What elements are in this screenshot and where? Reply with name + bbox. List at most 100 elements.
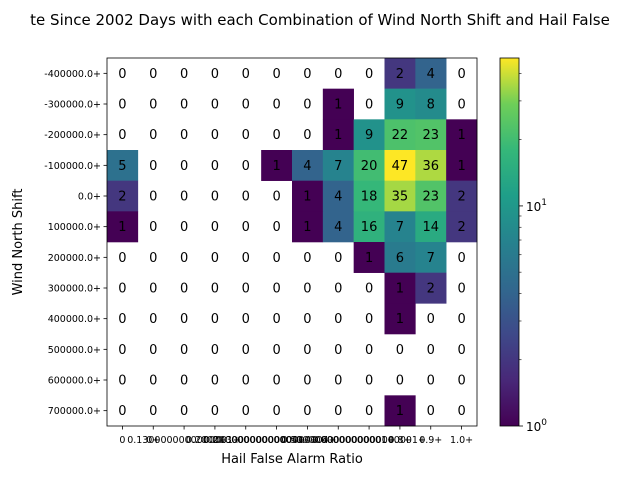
cell-value: 1 — [365, 251, 373, 266]
cell-value: 0 — [118, 251, 126, 266]
cell-value: 0 — [242, 404, 250, 419]
x-tick-label: 0.6000000000000001+ — [312, 435, 426, 446]
x-tick-label: 0.30000000000000004+ — [217, 435, 337, 446]
cell-value: 8 — [427, 98, 435, 113]
cell-value: 1 — [457, 159, 465, 174]
cell-value: 0 — [457, 343, 465, 358]
cell-value: 0 — [242, 190, 250, 205]
cell-value: 0 — [149, 312, 157, 327]
cell-value: 0 — [272, 251, 280, 266]
cell-value: 0 — [180, 343, 188, 358]
heatmap-cell — [415, 180, 447, 212]
cell-value: 0 — [211, 404, 219, 419]
cell-value: 1 — [272, 159, 280, 174]
cell-value: 0 — [149, 343, 157, 358]
heatmap-cell — [446, 150, 478, 181]
cell-value: 1 — [396, 312, 404, 327]
heatmap-cell — [107, 150, 139, 181]
cell-value: 2 — [396, 67, 404, 82]
cell-value: 1 — [118, 220, 126, 235]
x-tick-label: 0.4+ — [296, 435, 319, 446]
cell-value: 7 — [396, 220, 404, 235]
cell-value: 0 — [365, 404, 373, 419]
cell-value: 23 — [422, 128, 439, 143]
cell-value: 0 — [272, 98, 280, 113]
cell-value: 1 — [396, 282, 404, 297]
cell-value: 0 — [180, 251, 188, 266]
cell-value: 0 — [457, 404, 465, 419]
x-axis-ticks: 0 0+0.1300000000000001+0.2+0.200000000000… — [119, 426, 473, 446]
cell-value-labels: 0 0 0 0 0 0 0 0 0 2 4 00 0 0 0 0 0 0 1 0 9 8 00 0 0 0 0 0 0 1 9 22 23 15 0… — [118, 67, 465, 419]
cell-value: 0 — [180, 404, 188, 419]
y-tick-label: 600000.0+ — [48, 376, 101, 387]
heatmap-cell — [322, 211, 354, 243]
cell-value: 0 — [457, 312, 465, 327]
cell-value: 0 — [457, 98, 465, 113]
cell-value: 0 — [272, 220, 280, 235]
cell-value: 0 — [272, 282, 280, 297]
x-tick-label: 0.2+ — [203, 435, 226, 446]
heatmap-cell — [384, 211, 416, 243]
cell-value: 0 — [303, 128, 311, 143]
cell-value: 0 — [180, 374, 188, 389]
cell-value: 0 — [211, 190, 219, 205]
heatmap-cell — [384, 242, 416, 273]
cell-value: 1 — [303, 190, 311, 205]
cell-value: 0 — [427, 404, 435, 419]
cell-value: 35 — [392, 190, 409, 205]
cell-value: 0 — [272, 312, 280, 327]
y-tick-label: 200000.0+ — [48, 253, 101, 264]
colorbar-tick-label: 100 — [526, 418, 547, 434]
cell-value: 0 — [149, 251, 157, 266]
cell-value: 0 — [242, 98, 250, 113]
cell-value: 9 — [365, 128, 373, 143]
heatmap-cell — [384, 58, 416, 89]
cell-value: 0 — [180, 98, 188, 113]
cell-value: 0 — [211, 220, 219, 235]
heatmap-cell — [292, 180, 324, 212]
cell-value: 18 — [361, 190, 378, 205]
heatmap-cell — [415, 242, 447, 273]
heatmap-cell — [261, 150, 293, 181]
cell-value: 16 — [361, 220, 378, 235]
heatmap-cell — [415, 150, 447, 181]
y-tick-label: -400000.0+ — [44, 69, 101, 80]
cell-value: 0 — [180, 220, 188, 235]
cell-value: 0 — [242, 159, 250, 174]
cell-value: 0 — [118, 98, 126, 113]
y-tick-label: 400000.0+ — [48, 314, 101, 325]
heatmap-cell — [415, 119, 447, 151]
heatmap-cell — [384, 150, 416, 181]
heatmap-cell — [353, 180, 385, 212]
cell-value: 0 — [334, 374, 342, 389]
cell-value: 0 — [303, 67, 311, 82]
cell-value: 0 — [118, 374, 126, 389]
cell-value: 0 — [272, 67, 280, 82]
cell-value: 9 — [396, 98, 404, 113]
y-tick-label: 0.0+ — [78, 192, 101, 203]
cell-value: 0 — [303, 98, 311, 113]
heatmap-cell — [322, 150, 354, 181]
cell-value: 0 — [396, 343, 404, 358]
cell-value: 0 — [211, 128, 219, 143]
cell-value: 36 — [422, 159, 439, 174]
cell-value: 0 — [149, 404, 157, 419]
cell-value: 4 — [334, 190, 342, 205]
cell-value: 0 — [272, 374, 280, 389]
heatmap-cell — [415, 58, 447, 89]
colorbar-gradient — [499, 57, 520, 427]
y-axis-ticks: -400000.0+ -300000.0+ -200000.0+ -100000.0+… — [44, 69, 107, 417]
cell-value: 0 — [427, 374, 435, 389]
cell-value: 0 — [242, 374, 250, 389]
cell-value: 7 — [334, 159, 342, 174]
cell-value: 0 — [457, 67, 465, 82]
heatmap-cell — [446, 180, 478, 212]
cell-value: 2 — [457, 190, 465, 205]
x-tick-label: 0.1300000000000001+ — [127, 435, 241, 446]
cell-value: 0 — [334, 343, 342, 358]
heatmap-cell — [384, 272, 416, 304]
cell-value: 0 — [242, 312, 250, 327]
y-tick-label: 500000.0+ — [48, 345, 101, 356]
y-tick-label: 300000.0+ — [48, 284, 101, 295]
heatmap-cell — [384, 88, 416, 120]
